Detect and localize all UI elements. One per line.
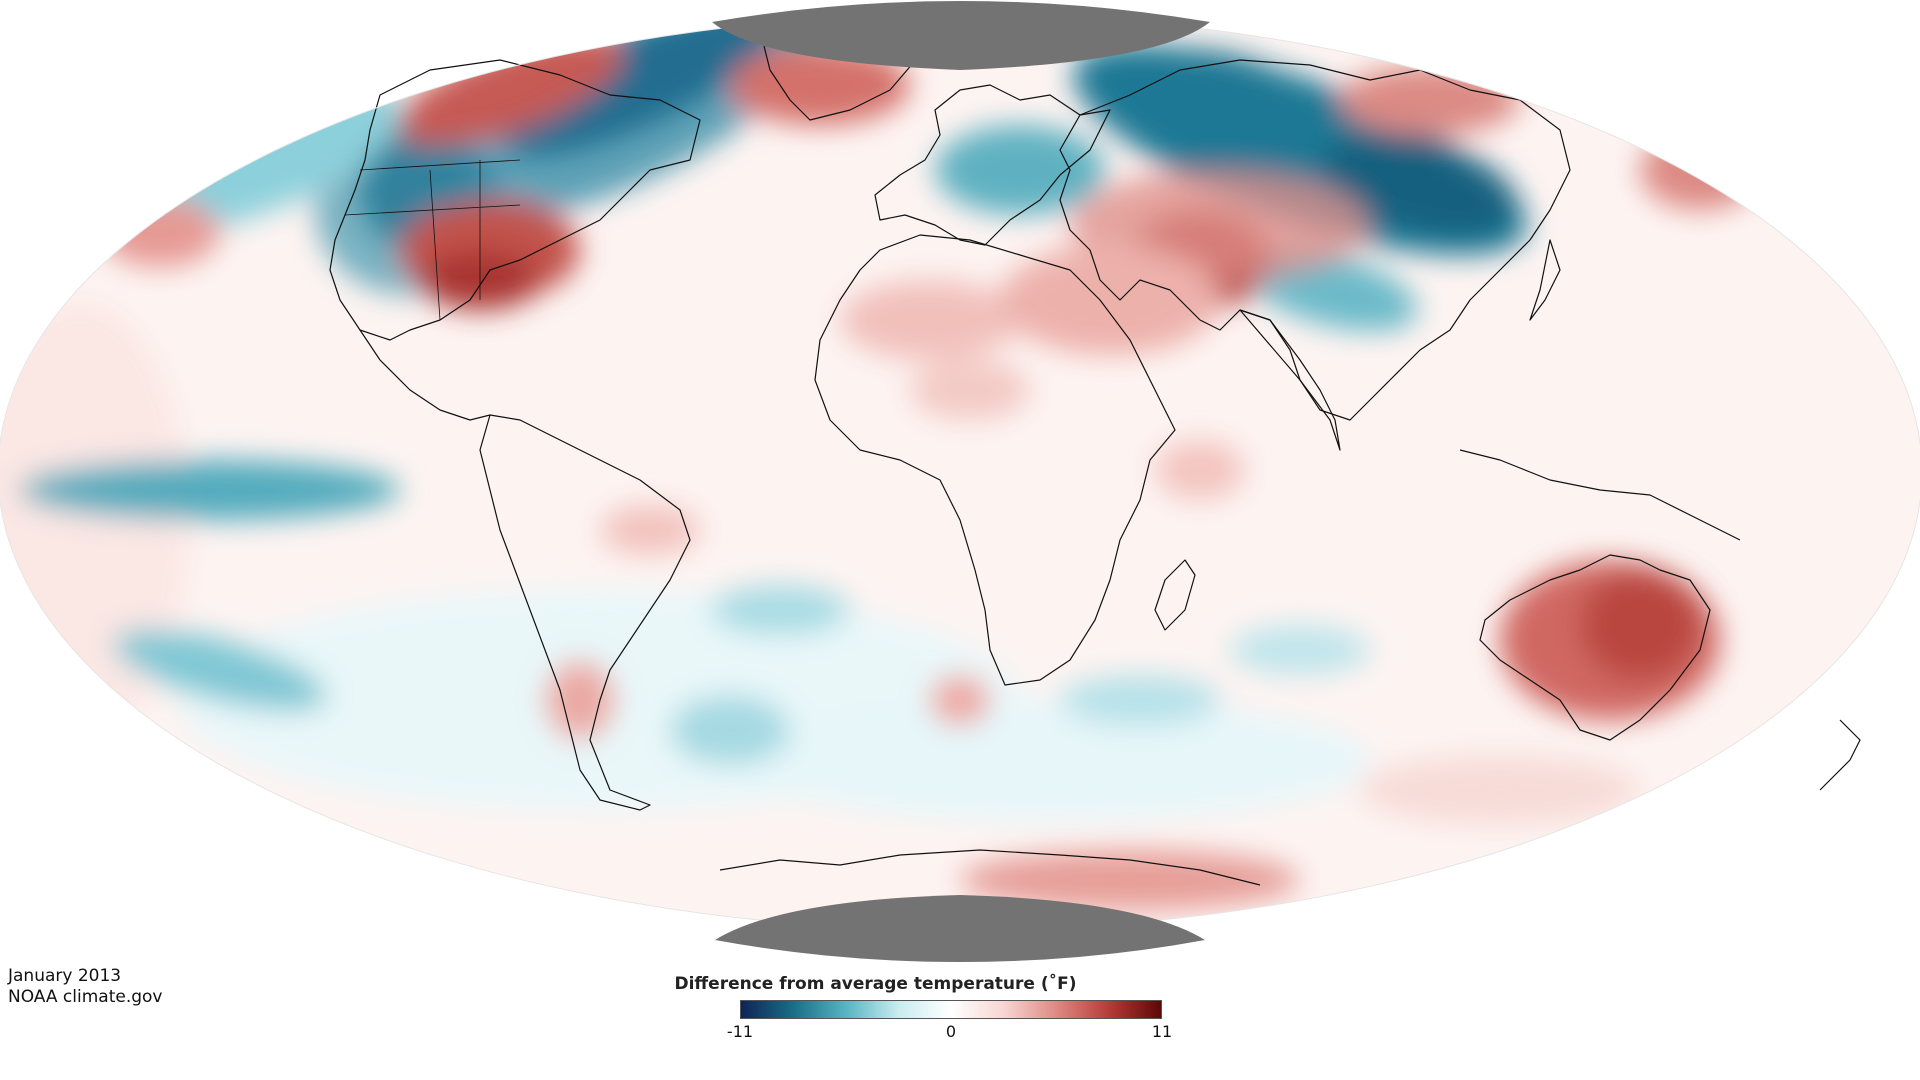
anomaly-canada-cold-halo (427, 14, 813, 222)
anomaly-tasman-warm (1360, 755, 1640, 825)
map-date: January 2013 (8, 966, 122, 986)
anomaly-central-pacific-cold (20, 460, 400, 520)
legend-max-label: 11 (1151, 1022, 1173, 1041)
us-border (344, 159, 521, 321)
madagascar-outline (1154, 559, 1196, 631)
anomaly-south-atlantic-cold (710, 585, 850, 635)
anomaly-pacific-warm-patch (100, 197, 220, 267)
anomaly-indian-ocean-warm (1155, 440, 1245, 500)
anomaly-south-indian-cold-2 (1230, 625, 1370, 675)
anomaly-greenland-warm (730, 45, 910, 125)
north-pole-nodata (712, 1, 1210, 70)
indonesia-outline (1459, 449, 1741, 541)
anomaly-bering-warm (1640, 130, 1760, 210)
anomaly-south-indian-cold (1060, 675, 1220, 725)
anomaly-sahara-warm (840, 280, 1020, 360)
legend-color-bar (740, 1000, 1162, 1019)
north-america-outline (329, 59, 701, 341)
japan-outline (1529, 239, 1561, 321)
south-america-outline (479, 414, 691, 811)
south-pole-nodata (715, 895, 1205, 962)
anomaly-middle-east-warm (1000, 245, 1220, 355)
anomaly-east-siberia-cold (1322, 134, 1518, 236)
legend-min-label: -11 (726, 1022, 754, 1041)
anomaly-south-africa-warm (930, 675, 990, 725)
anomaly-brazil-warm (600, 505, 700, 555)
anomaly-far-east-warm (1340, 65, 1520, 135)
legend-title: Difference from average temperature (˚F) (674, 974, 1077, 994)
europe-outline (874, 84, 1111, 246)
anomaly-australia-hot-core (1580, 570, 1700, 680)
africa-outline (814, 234, 1176, 686)
anomaly-antarctica-warm (960, 850, 1300, 910)
antarctica-outline (719, 849, 1261, 886)
map-source: NOAA climate.gov (8, 987, 163, 1007)
australia-outline (1479, 554, 1711, 741)
map-credit: January 2013 NOAA climate.gov (8, 966, 163, 1008)
new-zealand-outline (1819, 719, 1861, 791)
legend-mid-label: 0 (945, 1022, 957, 1041)
anomaly-southern-ocean-light (730, 700, 1370, 820)
anomaly-alaska-warm (396, 34, 624, 146)
anomaly-patagonia-warm (545, 660, 615, 740)
anomaly-south-pacific-cold (113, 629, 327, 711)
anomaly-south-atlantic-cold-2 (670, 695, 790, 765)
anomaly-europe-cold (935, 125, 1105, 215)
anomaly-west-africa-warm (910, 360, 1030, 420)
india-outline (1239, 309, 1341, 451)
central-america-outline (359, 329, 491, 421)
